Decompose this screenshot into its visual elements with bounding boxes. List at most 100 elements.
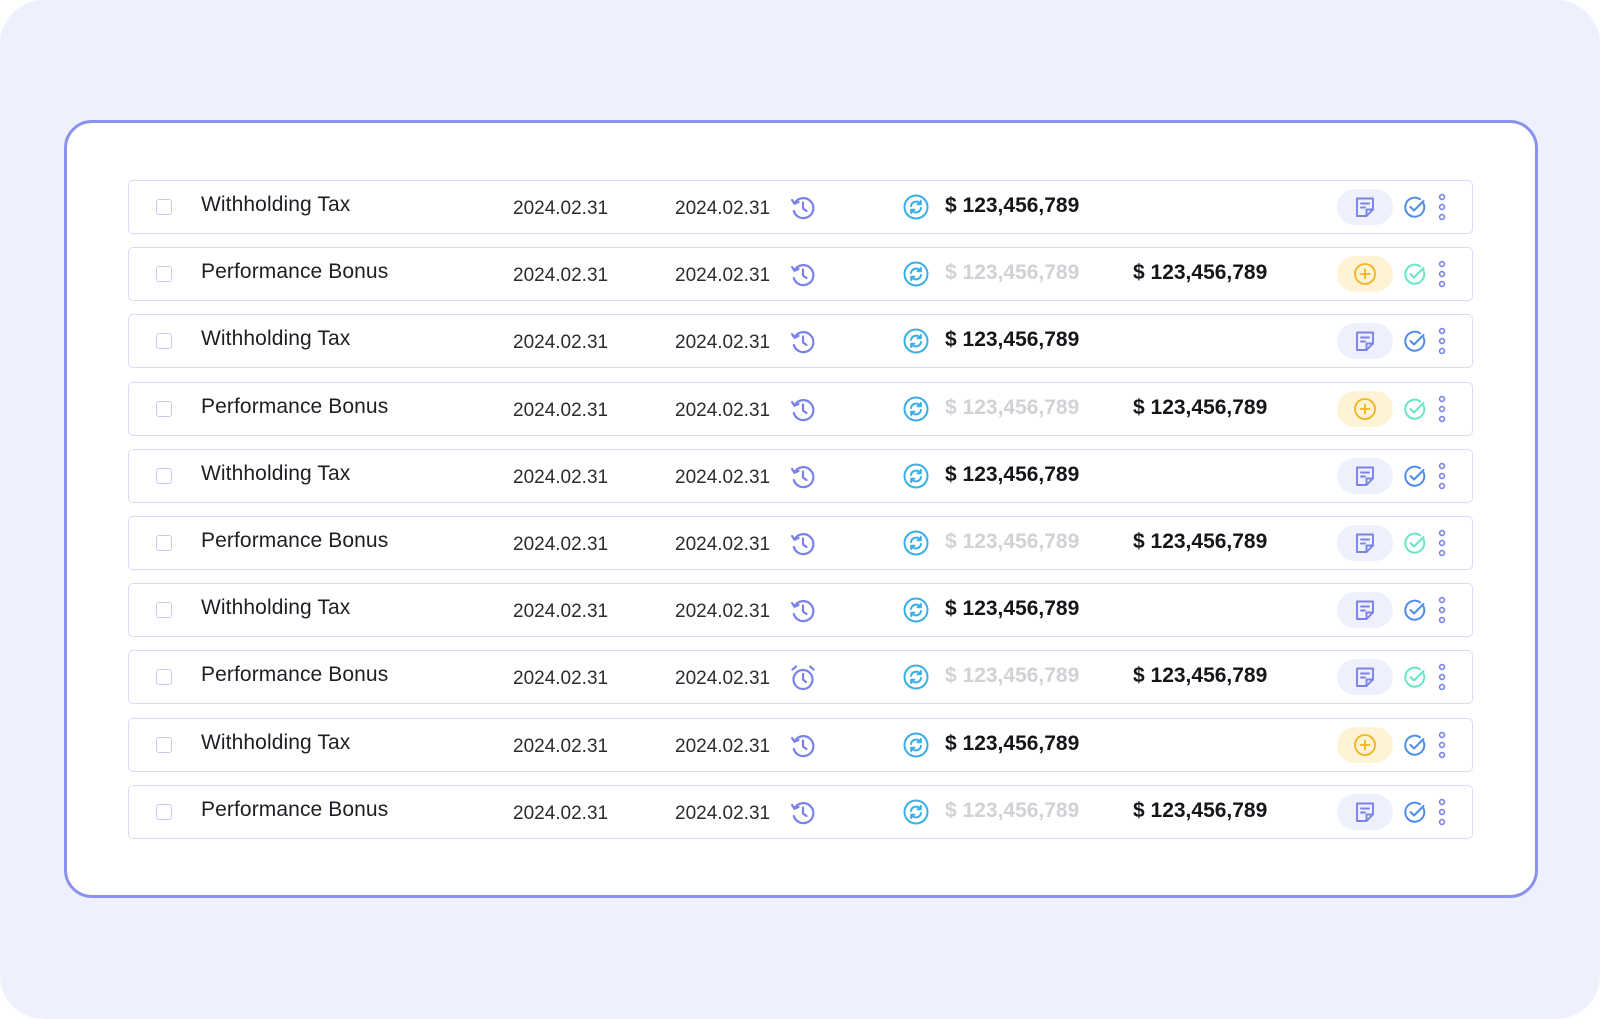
add-button[interactable]	[1337, 390, 1393, 427]
check-circle-icon[interactable]	[1403, 195, 1427, 219]
note-button[interactable]	[1337, 592, 1393, 629]
check-circle-icon[interactable]	[1403, 262, 1427, 286]
sync-icon[interactable]	[903, 463, 929, 489]
sync-icon[interactable]	[903, 799, 929, 825]
table-row[interactable]: Performance Bonus 2024.02.31 2024.02.31 …	[128, 650, 1473, 705]
start-date: 2024.02.31	[513, 466, 609, 488]
more-options-icon[interactable]	[1437, 259, 1447, 289]
sync-icon[interactable]	[903, 261, 929, 287]
end-date: 2024.02.31	[675, 265, 771, 287]
more-options-icon[interactable]	[1437, 662, 1447, 692]
row-checkbox[interactable]	[156, 736, 172, 753]
history-icon[interactable]	[789, 194, 817, 222]
history-icon[interactable]	[789, 732, 817, 760]
table-row[interactable]: Withholding Tax 2024.02.31 2024.02.31 $ …	[128, 180, 1473, 234]
start-date: 2024.02.31	[513, 332, 609, 354]
row-title: Withholding Tax	[201, 596, 351, 620]
row-checkbox[interactable]	[156, 199, 172, 215]
history-icon[interactable]	[789, 396, 817, 424]
sync-icon[interactable]	[903, 732, 929, 758]
more-options-icon[interactable]	[1437, 730, 1447, 760]
row-title: Withholding Tax	[201, 730, 351, 754]
check-circle-icon[interactable]	[1403, 665, 1427, 689]
note-button[interactable]	[1337, 793, 1393, 830]
more-options-icon[interactable]	[1437, 192, 1447, 222]
more-options-icon[interactable]	[1437, 394, 1447, 424]
note-button[interactable]	[1337, 323, 1393, 360]
row-checkbox[interactable]	[156, 333, 172, 350]
note-button[interactable]	[1337, 189, 1393, 225]
check-circle-icon[interactable]	[1403, 733, 1427, 757]
sync-icon[interactable]	[903, 597, 929, 623]
table-row[interactable]: Withholding Tax 2024.02.31 2024.02.31 $ …	[128, 448, 1473, 503]
sync-icon[interactable]	[903, 328, 929, 354]
sync-icon[interactable]	[903, 396, 929, 422]
end-date: 2024.02.31	[675, 668, 771, 690]
start-date: 2024.02.31	[513, 399, 609, 421]
table-row[interactable]: Withholding Tax 2024.02.31 2024.02.31 $ …	[128, 314, 1473, 369]
amount: $ 123,456,789	[945, 664, 1080, 688]
row-checkbox[interactable]	[156, 467, 172, 484]
check-circle-icon[interactable]	[1403, 800, 1427, 824]
row-title: Performance Bonus	[201, 260, 389, 284]
row-checkbox[interactable]	[156, 266, 172, 283]
amount: $ 123,456,789	[945, 798, 1080, 822]
amount: $ 123,456,789	[945, 530, 1080, 553]
table-card	[64, 120, 1538, 898]
check-circle-icon[interactable]	[1403, 464, 1427, 488]
end-date: 2024.02.31	[675, 399, 771, 421]
note-button[interactable]	[1337, 457, 1393, 494]
end-date: 2024.02.31	[675, 735, 771, 757]
note-icon	[1352, 530, 1378, 556]
add-circle-icon	[1352, 396, 1378, 422]
sync-icon[interactable]	[903, 664, 929, 690]
check-circle-icon[interactable]	[1403, 397, 1427, 421]
row-checkbox[interactable]	[156, 669, 172, 686]
secondary-amount: $ 123,456,789	[1133, 798, 1268, 822]
note-button[interactable]	[1337, 525, 1393, 561]
sync-icon[interactable]	[903, 530, 929, 556]
history-icon[interactable]	[789, 799, 817, 827]
row-checkbox[interactable]	[156, 400, 172, 417]
add-button[interactable]	[1337, 256, 1393, 293]
start-date: 2024.02.31	[513, 735, 609, 757]
table-row[interactable]: Withholding Tax 2024.02.31 2024.02.31 $ …	[128, 717, 1473, 772]
row-checkbox[interactable]	[156, 602, 172, 619]
add-circle-icon	[1352, 261, 1378, 287]
amount: $ 123,456,789	[945, 194, 1080, 217]
sync-icon[interactable]	[903, 194, 929, 220]
table-row[interactable]: Performance Bonus 2024.02.31 2024.02.31 …	[128, 516, 1473, 570]
alarm-clock-icon[interactable]	[789, 664, 817, 692]
more-options-icon[interactable]	[1437, 797, 1447, 827]
more-options-icon[interactable]	[1437, 528, 1447, 558]
amount: $ 123,456,789	[945, 261, 1080, 285]
start-date: 2024.02.31	[513, 265, 609, 287]
end-date: 2024.02.31	[675, 601, 771, 623]
more-options-icon[interactable]	[1437, 595, 1447, 625]
check-circle-icon[interactable]	[1403, 329, 1427, 353]
history-icon[interactable]	[789, 597, 817, 625]
amount: $ 123,456,789	[945, 462, 1080, 486]
more-options-icon[interactable]	[1437, 326, 1447, 356]
add-button[interactable]	[1337, 726, 1393, 763]
history-icon[interactable]	[789, 463, 817, 491]
table-row[interactable]: Performance Bonus 2024.02.31 2024.02.31 …	[128, 381, 1473, 436]
row-checkbox[interactable]	[156, 803, 172, 820]
note-button[interactable]	[1337, 659, 1393, 696]
table-row[interactable]: Performance Bonus 2024.02.31 2024.02.31 …	[128, 247, 1473, 302]
row-title: Withholding Tax	[201, 193, 351, 216]
amount: $ 123,456,789	[945, 731, 1080, 755]
more-options-icon[interactable]	[1437, 461, 1447, 491]
row-checkbox[interactable]	[156, 535, 172, 551]
history-icon[interactable]	[789, 530, 817, 558]
table-row[interactable]: Withholding Tax 2024.02.31 2024.02.31 $ …	[128, 583, 1473, 638]
end-date: 2024.02.31	[675, 198, 771, 219]
row-title: Withholding Tax	[201, 461, 351, 485]
check-circle-icon[interactable]	[1403, 598, 1427, 622]
table-row[interactable]: Performance Bonus 2024.02.31 2024.02.31 …	[128, 784, 1473, 839]
note-icon	[1352, 664, 1378, 690]
history-icon[interactable]	[789, 328, 817, 356]
end-date: 2024.02.31	[675, 466, 771, 488]
history-icon[interactable]	[789, 261, 817, 289]
check-circle-icon[interactable]	[1403, 531, 1427, 555]
